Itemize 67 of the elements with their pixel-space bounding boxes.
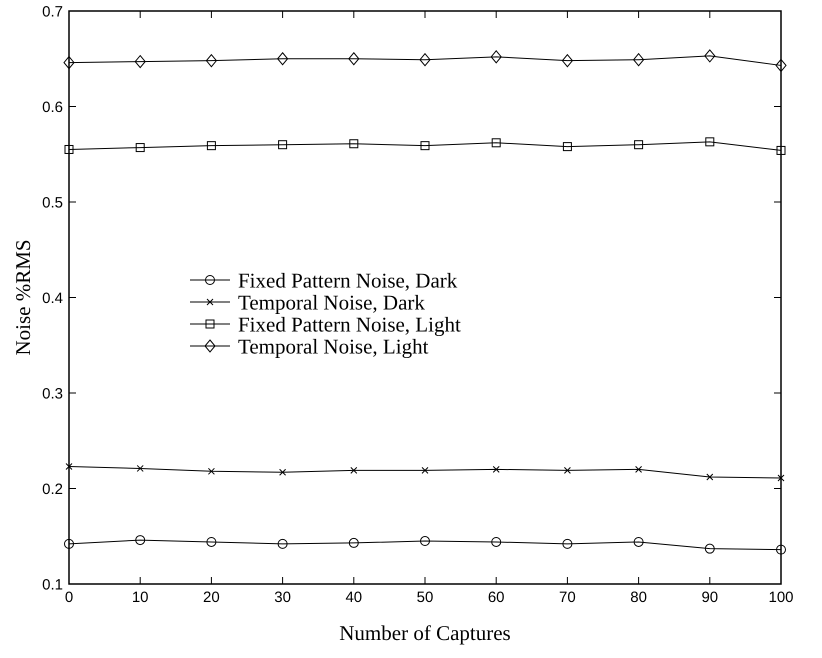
point: [135, 535, 146, 546]
point: [64, 56, 74, 70]
point: [348, 538, 359, 548]
point: [64, 538, 74, 549]
point: [776, 58, 786, 72]
point: [635, 466, 642, 473]
point: [634, 140, 644, 150]
point: [420, 536, 430, 546]
y-axis-title: Noise %RMS: [11, 239, 35, 356]
point: [420, 53, 430, 66]
point: [562, 54, 573, 68]
point: [633, 53, 644, 66]
y-tick-label: 0.6: [42, 98, 63, 116]
point: [704, 544, 715, 554]
x-tick-label: 80: [630, 589, 647, 606]
point: [420, 141, 430, 150]
y-tick-label: 0.1: [42, 576, 63, 594]
x-tick-label: 70: [559, 589, 576, 606]
point: [136, 464, 144, 472]
point: [349, 139, 358, 148]
point: [278, 140, 288, 150]
x-tick-label: 100: [768, 589, 794, 606]
legend-label: Temporal Noise, Dark: [238, 290, 426, 314]
point: [279, 468, 286, 476]
x-tick-label: 60: [488, 589, 505, 606]
point: [706, 474, 714, 481]
x-tick-label: 90: [701, 589, 718, 606]
point: [277, 52, 288, 66]
point: [562, 142, 572, 152]
point: [64, 144, 74, 154]
x-tick-label: 10: [132, 589, 149, 606]
point: [422, 466, 428, 474]
x-tick-label: 50: [416, 589, 434, 606]
y-tick-label: 0.5: [42, 194, 63, 212]
x-tick-label: 0: [64, 589, 74, 606]
point: [776, 544, 786, 555]
point: [776, 146, 786, 155]
y-tick-label: 0.3: [42, 385, 63, 402]
point: [634, 536, 644, 547]
point: [562, 538, 572, 549]
point: [490, 50, 502, 64]
point: [492, 466, 500, 473]
point: [206, 54, 217, 68]
legend-label: Temporal Noise, Light: [238, 334, 429, 358]
point: [206, 536, 216, 547]
point: [491, 536, 502, 547]
point: [705, 137, 714, 146]
point: [206, 141, 216, 150]
y-tick-label: 0.2: [42, 480, 63, 498]
x-tick-label: 30: [274, 589, 291, 606]
point: [66, 463, 72, 470]
point: [348, 52, 360, 66]
point: [778, 474, 784, 482]
point: [350, 466, 358, 474]
point: [564, 466, 571, 474]
y-tick-label: 0.7: [42, 3, 63, 20]
point: [134, 55, 146, 68]
point: [208, 468, 215, 475]
x-tick-label: 20: [203, 589, 220, 606]
legend-label: Fixed Pattern Noise, Dark: [238, 268, 458, 292]
x-tick-label: 40: [345, 589, 362, 606]
x-axis-title: Number of Captures: [339, 621, 511, 645]
point: [278, 538, 288, 549]
y-tick-label: 0.4: [42, 290, 63, 307]
point: [492, 138, 501, 148]
point: [704, 49, 716, 62]
point: [136, 143, 145, 152]
